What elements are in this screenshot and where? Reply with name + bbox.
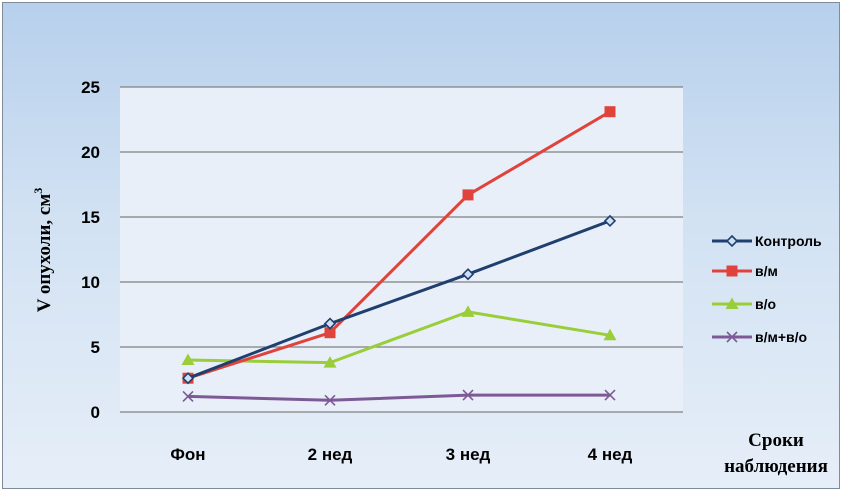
y-tick-labels: 0 5 10 15 20 25 <box>81 78 100 422</box>
legend-marker <box>725 234 739 248</box>
data-point <box>603 328 617 341</box>
legend-marker <box>726 331 738 343</box>
x-axis-title-line2: наблюдения <box>724 456 828 477</box>
series-4 <box>182 389 616 406</box>
data-point <box>324 327 336 339</box>
data-point <box>181 353 195 365</box>
x-tick-label: 3 нед <box>446 445 491 464</box>
legend-label: в/м <box>755 263 778 279</box>
y-tick-label: 20 <box>81 143 100 162</box>
data-point <box>461 305 475 317</box>
plot-area <box>120 87 683 412</box>
legend-label: Контроль <box>755 233 822 249</box>
data-point <box>461 268 475 281</box>
series-1 <box>181 214 617 385</box>
legend-item: в/о <box>712 296 776 312</box>
y-tick-label: 5 <box>91 338 100 357</box>
legend-marker <box>725 297 739 309</box>
data-point <box>462 389 474 401</box>
legend-label: в/о <box>755 296 776 312</box>
data-point <box>604 389 616 401</box>
legend-item: в/м+в/о <box>712 329 807 345</box>
series-group <box>181 106 617 406</box>
x-tick-label: 2 нед <box>308 445 353 464</box>
legend-label: в/м+в/о <box>755 329 807 345</box>
series-line <box>187 219 611 380</box>
data-point <box>604 106 616 118</box>
series-line <box>187 393 610 402</box>
y-tick-label: 0 <box>91 403 100 422</box>
legend-marker <box>726 265 738 277</box>
x-axis-title-line1: Сроки <box>748 430 804 451</box>
data-point <box>181 372 195 385</box>
y-tick-label: 15 <box>81 208 100 227</box>
legend-item: в/м <box>712 263 778 279</box>
data-point <box>323 356 337 368</box>
x-tick-label: 4 нед <box>588 445 633 464</box>
x-tick-label: Фон <box>170 445 205 464</box>
y-axis-title: V опухоли, см3 <box>31 188 55 313</box>
series-line <box>187 310 611 365</box>
data-point <box>462 189 474 201</box>
data-point <box>182 390 194 402</box>
series-line <box>187 110 611 380</box>
x-tick-labels: Фон 2 нед 3 нед 4 нед <box>170 445 632 464</box>
legend: Контроль в/м в/о в/м+в/о <box>712 233 822 345</box>
y-tick-label: 25 <box>81 78 100 97</box>
series-3 <box>181 305 617 368</box>
y-tick-label: 10 <box>81 273 100 292</box>
data-point <box>324 394 336 406</box>
grid-lines <box>120 86 683 413</box>
data-point <box>323 317 337 330</box>
data-point <box>603 214 617 228</box>
legend-item: Контроль <box>712 233 822 249</box>
